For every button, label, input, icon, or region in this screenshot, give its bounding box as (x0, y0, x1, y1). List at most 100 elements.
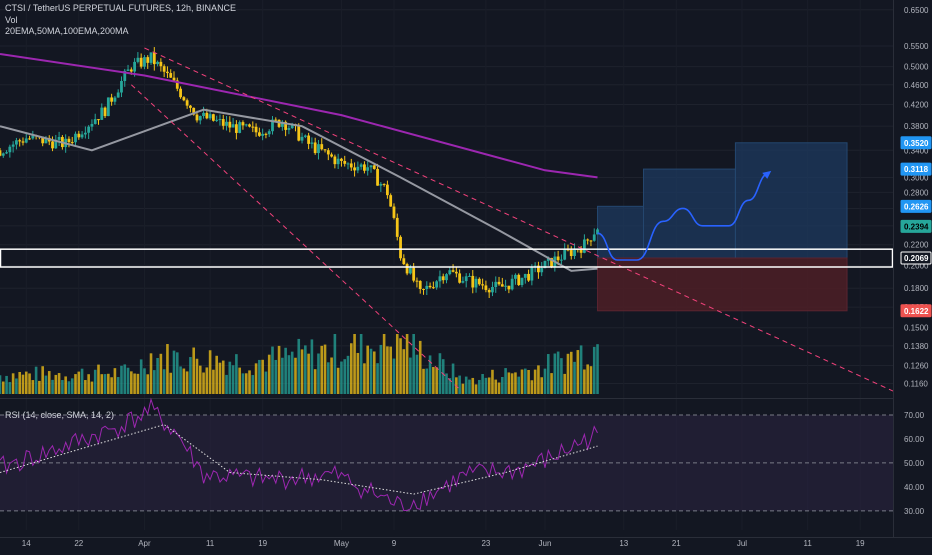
candle-body (507, 285, 511, 290)
volume-bar (464, 376, 468, 394)
volume-bar (90, 381, 94, 394)
volume-bar (501, 376, 504, 394)
volume-bar (215, 355, 218, 394)
price-marker-label: 0.2394 (904, 222, 929, 231)
candle-body (464, 276, 468, 282)
volume-bar (274, 359, 278, 394)
price-tick-label: 0.5000 (904, 63, 929, 72)
volume-bar (0, 375, 2, 394)
volume-bar (159, 353, 163, 394)
volume-bar (560, 358, 563, 394)
candle-body (543, 260, 547, 269)
volume-bar (573, 361, 576, 394)
rsi-tick-label: 40.00 (904, 483, 925, 492)
candle-body (110, 97, 114, 102)
volume-bar (244, 373, 248, 394)
volume-bar (438, 353, 442, 394)
volume-bar (235, 354, 238, 394)
candle-body (497, 281, 501, 285)
volume-bar (478, 379, 481, 394)
volume-bar (445, 373, 448, 394)
volume-bar (77, 371, 81, 394)
volume-bar (382, 334, 386, 394)
candle-body (402, 258, 406, 265)
volume-bar (205, 367, 209, 394)
price-marker (900, 136, 932, 150)
candle-body (169, 73, 173, 78)
candle-body (126, 69, 130, 71)
candle-body (120, 81, 123, 93)
candle-body (399, 236, 402, 259)
volume-bar (221, 360, 225, 394)
candle-body (556, 256, 560, 261)
candle-body (162, 66, 166, 72)
candle-body (83, 132, 87, 135)
volume-bar (336, 367, 340, 394)
volume-bar (149, 353, 153, 394)
trendline (144, 47, 894, 392)
volume-bar (366, 345, 370, 394)
candle-body (527, 273, 530, 281)
candle-body (248, 124, 251, 127)
volume-bar (507, 372, 511, 394)
candle-body (264, 133, 268, 135)
ma-50-line (0, 108, 598, 272)
volume-bar (327, 362, 330, 394)
volume-bar (448, 378, 452, 394)
volume-bar (596, 344, 599, 394)
candle-body (1, 153, 5, 156)
candle-body (517, 274, 521, 286)
volume-bar (218, 362, 222, 394)
volume-bar (195, 358, 199, 394)
time-tick-label: Jul (737, 539, 747, 548)
volume-bar (359, 334, 363, 394)
volume-bar (113, 368, 117, 394)
volume-bar (97, 364, 100, 394)
volume-bar (451, 363, 455, 394)
volume-bar (487, 377, 491, 394)
time-tick-label: 23 (481, 539, 490, 548)
candle-body (24, 138, 28, 143)
candle-body (317, 144, 320, 154)
candle-body (504, 285, 507, 287)
volume-bar (169, 372, 173, 394)
volume-bar (185, 371, 189, 394)
volume-bar (592, 346, 596, 394)
symbol-title: CTSI / TetherUS PERPETUAL FUTURES, 12h, … (5, 3, 237, 13)
candle-body (579, 249, 583, 253)
volume-legend: Vol (5, 15, 18, 25)
volume-bar (343, 359, 347, 394)
volume-bar (409, 357, 412, 394)
candle-body (346, 163, 350, 165)
candle-body (159, 61, 163, 67)
candle-body (408, 267, 412, 274)
volume-bar (517, 376, 521, 394)
candle-body (189, 105, 192, 108)
candle-body (494, 281, 498, 287)
volume-bar (310, 339, 314, 394)
volume-bar (182, 368, 186, 394)
volume-bar (556, 351, 560, 394)
volume-bar (80, 368, 84, 394)
candle-body (244, 124, 248, 126)
candle-body (481, 284, 485, 286)
volume-bar (261, 359, 264, 394)
volume-bar (566, 353, 570, 394)
volume-bar (175, 352, 179, 394)
volume-bar (395, 334, 399, 394)
volume-bar (340, 361, 343, 394)
volume-bar (349, 343, 353, 394)
ma-legend: 20EMA,50MA,100EMA,200MA (5, 26, 129, 36)
volume-bar (146, 374, 150, 394)
candle-body (441, 276, 445, 281)
price-marker (900, 199, 932, 213)
volume-bar (510, 373, 514, 394)
volume-bar (425, 368, 429, 394)
volume-series (0, 334, 599, 394)
candle-body (238, 122, 242, 133)
candle-body (212, 114, 215, 121)
price-tick-label: 0.1160 (904, 379, 928, 388)
price-tick-label: 0.5500 (904, 42, 929, 51)
candle-body (5, 152, 8, 154)
